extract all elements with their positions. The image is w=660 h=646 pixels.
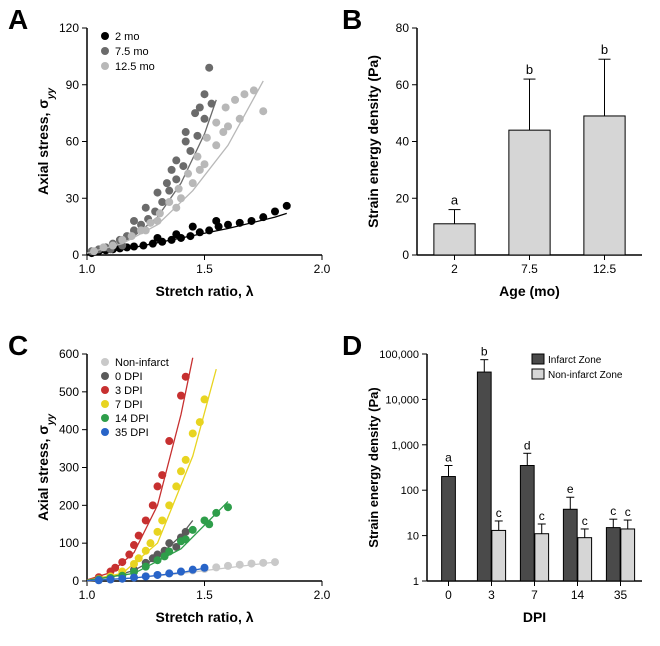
svg-text:a: a	[451, 193, 459, 208]
svg-text:35: 35	[614, 588, 628, 602]
svg-text:7 DPI: 7 DPI	[115, 399, 143, 411]
svg-text:60: 60	[396, 78, 410, 92]
svg-text:0 DPI: 0 DPI	[115, 371, 143, 383]
svg-text:1.0: 1.0	[79, 262, 96, 276]
svg-text:d: d	[524, 438, 531, 452]
svg-text:14 DPI: 14 DPI	[115, 413, 149, 425]
svg-text:b: b	[526, 62, 533, 77]
svg-text:7.5: 7.5	[521, 262, 538, 276]
svg-text:40: 40	[396, 135, 410, 149]
svg-text:100: 100	[59, 536, 79, 550]
panel-label-a: A	[8, 4, 28, 36]
svg-text:3: 3	[488, 588, 495, 602]
svg-text:10,000: 10,000	[385, 394, 419, 406]
svg-text:b: b	[601, 42, 608, 57]
svg-text:2 mo: 2 mo	[115, 31, 139, 43]
svg-text:7.5 mo: 7.5 mo	[115, 46, 149, 58]
svg-text:1.0: 1.0	[79, 588, 96, 602]
svg-text:c: c	[539, 509, 545, 523]
svg-text:Axial stress, σyy: Axial stress, σyy	[35, 88, 57, 196]
svg-text:Axial stress, σyy: Axial stress, σyy	[35, 414, 57, 522]
svg-text:b: b	[481, 345, 488, 359]
svg-text:a: a	[445, 450, 452, 464]
svg-text:DPI: DPI	[523, 609, 546, 625]
svg-text:500: 500	[59, 385, 79, 399]
svg-text:Age (mo): Age (mo)	[499, 283, 560, 299]
svg-text:20: 20	[396, 191, 410, 205]
svg-text:Infarct Zone: Infarct Zone	[548, 355, 602, 366]
panel-label-b: B	[342, 4, 362, 36]
svg-text:0: 0	[402, 248, 409, 262]
svg-text:10: 10	[407, 531, 419, 543]
svg-text:12.5 mo: 12.5 mo	[115, 61, 155, 73]
svg-text:1,000: 1,000	[391, 440, 419, 452]
panel-d-bar: 1101001,00010,000100,000a0bc3dc7ec14cc35…	[362, 336, 652, 636]
svg-text:12.5: 12.5	[593, 262, 617, 276]
panel-label-c: C	[8, 330, 28, 362]
svg-text:c: c	[625, 505, 631, 519]
panel-a-scatter: 0 30 60 90 120 1.0 1.5 2.0 Stretch ratio, λ Axial…	[32, 10, 332, 310]
svg-text:14: 14	[571, 588, 585, 602]
svg-text:Non-infarct: Non-infarct	[115, 357, 169, 369]
svg-text:1.5: 1.5	[196, 262, 213, 276]
panel-label-d: D	[342, 330, 362, 362]
svg-text:Strain energy density (Pa): Strain energy density (Pa)	[365, 55, 381, 228]
svg-text:0: 0	[445, 588, 452, 602]
svg-text:2.0: 2.0	[314, 588, 331, 602]
svg-text:120: 120	[59, 21, 79, 35]
svg-text:7: 7	[531, 588, 538, 602]
svg-text:3 DPI: 3 DPI	[115, 385, 143, 397]
svg-text:0: 0	[72, 574, 79, 588]
svg-text:30: 30	[66, 191, 80, 205]
svg-text:Stretch ratio, λ: Stretch ratio, λ	[155, 609, 253, 625]
svg-text:600: 600	[59, 347, 79, 361]
svg-text:2: 2	[451, 262, 458, 276]
svg-text:0: 0	[72, 248, 79, 262]
svg-text:Non-infarct Zone: Non-infarct Zone	[548, 370, 623, 381]
svg-text:Strain energy density (Pa): Strain energy density (Pa)	[366, 387, 381, 547]
svg-text:e: e	[567, 482, 574, 496]
svg-text:90: 90	[66, 78, 80, 92]
svg-text:35 DPI: 35 DPI	[115, 427, 149, 439]
svg-text:300: 300	[59, 461, 79, 475]
svg-text:400: 400	[59, 423, 79, 437]
svg-text:60: 60	[66, 135, 80, 149]
svg-text:1: 1	[413, 576, 419, 588]
svg-text:200: 200	[59, 498, 79, 512]
svg-text:c: c	[582, 514, 588, 528]
svg-text:c: c	[610, 504, 616, 518]
svg-text:100: 100	[401, 485, 419, 497]
svg-text:100,000: 100,000	[379, 349, 419, 361]
svg-text:1.5: 1.5	[196, 588, 213, 602]
svg-text:80: 80	[396, 21, 410, 35]
svg-text:Stretch ratio, λ: Stretch ratio, λ	[155, 283, 253, 299]
svg-text:2.0: 2.0	[314, 262, 331, 276]
svg-text:c: c	[496, 506, 502, 520]
panel-c-scatter: 0 100 200 300 400 500 600 1.0 1.5 2.0 Stretch rati…	[32, 336, 332, 636]
panel-b-bar: 0 20 40 60 80 a 2 b 7.5 b 12.5 Age (mo) Strain energ…	[362, 10, 652, 310]
